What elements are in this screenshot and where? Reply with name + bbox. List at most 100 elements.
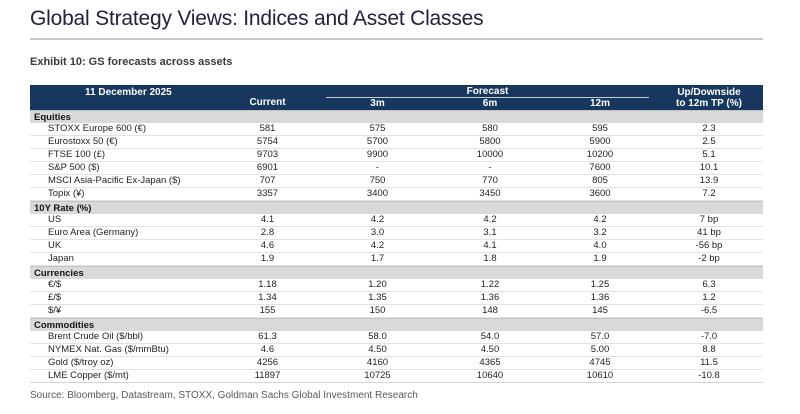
forecast-3m-value: 4.50 bbox=[368, 344, 387, 355]
updown-value: 5.1 bbox=[702, 149, 716, 160]
page-title: Global Strategy Views: Indices and Asset… bbox=[30, 7, 484, 30]
forecast-6m-value: 10000 bbox=[476, 149, 504, 160]
row-label: US bbox=[48, 214, 62, 225]
row-label: Topix (¥) bbox=[48, 188, 85, 199]
forecast-3m-value: 3.0 bbox=[370, 227, 385, 238]
table-row: €/$ 1.18 1.20 1.22 1.25 6.3 bbox=[30, 279, 763, 292]
current-value: 61.3 bbox=[258, 331, 277, 342]
table-row: £/$ 1.34 1.35 1.36 1.36 1.2 bbox=[30, 292, 763, 305]
current-value: 4256 bbox=[256, 357, 279, 368]
column-header-3m: 3m bbox=[370, 98, 385, 109]
forecast-6m-value: 3450 bbox=[479, 188, 501, 199]
updown-line1: Up/Downside bbox=[677, 87, 741, 98]
table-row: Euro Area (Germany) 2.8 3.0 3.1 3.2 41 bp bbox=[30, 227, 763, 240]
updown-line2: to 12m TP (%) bbox=[676, 98, 742, 109]
forecast-12m-value: 10610 bbox=[586, 370, 614, 381]
forecast-3m-value: 4.2 bbox=[370, 214, 385, 225]
forecast-6m-value: 1.8 bbox=[483, 253, 497, 264]
row-label: UK bbox=[48, 240, 62, 251]
forecast-12m-value: 57.0 bbox=[590, 331, 610, 342]
current-value: 2.8 bbox=[260, 227, 275, 238]
current-value: 4.6 bbox=[260, 240, 275, 251]
current-value: 11897 bbox=[254, 370, 281, 381]
updown-value: -10.8 bbox=[698, 370, 720, 381]
forecast-6m-value: 10640 bbox=[476, 370, 504, 381]
table-row: NYMEX Nat. Gas ($/mmBtu) 4.6 4.50 4.50 5.00 8… bbox=[30, 344, 763, 357]
table-row: S&P 500 ($) 6901 - - 7600 10.1 bbox=[30, 162, 763, 175]
forecast-12m-value: 1.36 bbox=[590, 292, 610, 303]
forecast-3m-value: 3400 bbox=[366, 188, 389, 199]
forecast-6m-value: 1.36 bbox=[480, 292, 500, 303]
table-row: MSCI Asia-Pacific Ex-Japan ($) 707 750 770 8… bbox=[30, 175, 763, 188]
updown-value: 7.2 bbox=[702, 188, 716, 199]
column-header-current: Current bbox=[249, 97, 286, 108]
forecast-3m-value: 150 bbox=[369, 305, 386, 316]
forecast-3m-value: 10725 bbox=[364, 370, 391, 381]
forecast-3m-value: 4160 bbox=[366, 357, 389, 368]
forecast-3m-value: 1.7 bbox=[370, 253, 385, 264]
column-header-forecast: Forecast bbox=[326, 86, 649, 98]
forecast-header-group: Forecast 3m 6m 12m bbox=[320, 85, 655, 110]
table-row: Japan 1.9 1.7 1.8 1.9 -2 bp bbox=[30, 253, 763, 266]
updown-value: 7 bp bbox=[699, 214, 719, 225]
table-row: Topix (¥) 3357 3400 3450 3600 7.2 bbox=[30, 188, 763, 201]
row-label: $/¥ bbox=[48, 305, 62, 316]
forecast-3m-value: 1.20 bbox=[368, 279, 387, 290]
forecast-6m-value: 4.1 bbox=[483, 240, 497, 251]
forecast-12m-value: 1.25 bbox=[590, 279, 610, 290]
forecast-12m-value: 7600 bbox=[589, 162, 611, 173]
forecast-6m-value: 4365 bbox=[479, 357, 501, 368]
current-value: 707 bbox=[259, 175, 276, 186]
table-row: Eurostoxx 50 (€) 5754 5700 5800 5900 2.5 bbox=[30, 136, 763, 149]
updown-value: 2.5 bbox=[702, 136, 716, 147]
forecast-12m-value: 3.2 bbox=[593, 227, 607, 238]
source-attribution: Source: Bloomberg, Datastream, STOXX, Go… bbox=[30, 390, 418, 401]
forecast-12m-value: 805 bbox=[592, 175, 608, 186]
forecast-3m-value: 58.0 bbox=[368, 331, 387, 342]
current-value: 581 bbox=[259, 123, 276, 134]
table-row: LME Copper ($/mt) 11897 10725 10640 10610 -10… bbox=[30, 370, 763, 383]
forecast-6m-value: 54.0 bbox=[480, 331, 500, 342]
forecast-subcolumns: 3m 6m 12m bbox=[320, 98, 655, 110]
table-body: Equities STOXX Europe 600 (€) 581 575 580 595… bbox=[30, 110, 763, 383]
updown-value: -56 bp bbox=[695, 240, 723, 251]
forecast-12m-value: 5900 bbox=[589, 136, 611, 147]
forecast-6m-value: - bbox=[488, 162, 492, 173]
section-header-currencies: Currencies bbox=[30, 266, 763, 279]
row-label: Gold ($/troy oz) bbox=[48, 357, 114, 368]
column-header-12m: 12m bbox=[589, 98, 610, 109]
forecast-6m-value: 4.50 bbox=[480, 344, 500, 355]
table-row: Gold ($/troy oz) 4256 4160 4365 4745 11.5 bbox=[30, 357, 763, 370]
table-row: UK 4.6 4.2 4.1 4.0 -56 bp bbox=[30, 240, 763, 253]
updown-value: 1.2 bbox=[702, 292, 716, 303]
column-header-updownside: Up/Downside to 12m TP (%) bbox=[655, 85, 763, 110]
current-value: 1.9 bbox=[260, 253, 275, 264]
forecast-table: 11 December 2025 Current Forecast 3m 6m … bbox=[30, 85, 763, 383]
forecast-12m-value: 1.9 bbox=[593, 253, 607, 264]
row-label: £/$ bbox=[48, 292, 62, 303]
date-header: 11 December 2025 bbox=[85, 87, 172, 98]
forecast-3m-value: 9900 bbox=[366, 149, 389, 160]
updown-value: 13.9 bbox=[699, 175, 719, 186]
forecast-6m-value: 4.2 bbox=[483, 214, 497, 225]
forecast-3m-value: - bbox=[375, 162, 380, 173]
forecast-6m-value: 5800 bbox=[479, 136, 501, 147]
forecast-6m-value: 580 bbox=[482, 123, 498, 134]
updown-value: -2 bp bbox=[698, 253, 720, 264]
forecast-3m-value: 750 bbox=[369, 175, 386, 186]
forecast-6m-value: 148 bbox=[482, 305, 498, 316]
row-label: MSCI Asia-Pacific Ex-Japan ($) bbox=[48, 175, 181, 186]
forecast-12m-value: 4745 bbox=[589, 357, 611, 368]
current-value: 155 bbox=[259, 305, 276, 316]
current-value: 9703 bbox=[256, 149, 279, 160]
forecast-3m-value: 4.2 bbox=[370, 240, 385, 251]
row-label: Eurostoxx 50 (€) bbox=[48, 136, 118, 147]
table-row: Brent Crude Oil ($/bbl) 61.3 58.0 54.0 57.0 -… bbox=[30, 331, 763, 344]
forecast-12m-value: 5.00 bbox=[590, 344, 610, 355]
section-header-commodities: Commodities bbox=[30, 318, 763, 331]
forecast-12m-value: 4.2 bbox=[593, 214, 607, 225]
row-label: €/$ bbox=[48, 279, 62, 290]
table-row: FTSE 100 (£) 9703 9900 10000 10200 5.1 bbox=[30, 149, 763, 162]
current-value: 6901 bbox=[256, 162, 279, 173]
updown-value: -7.0 bbox=[700, 331, 718, 342]
